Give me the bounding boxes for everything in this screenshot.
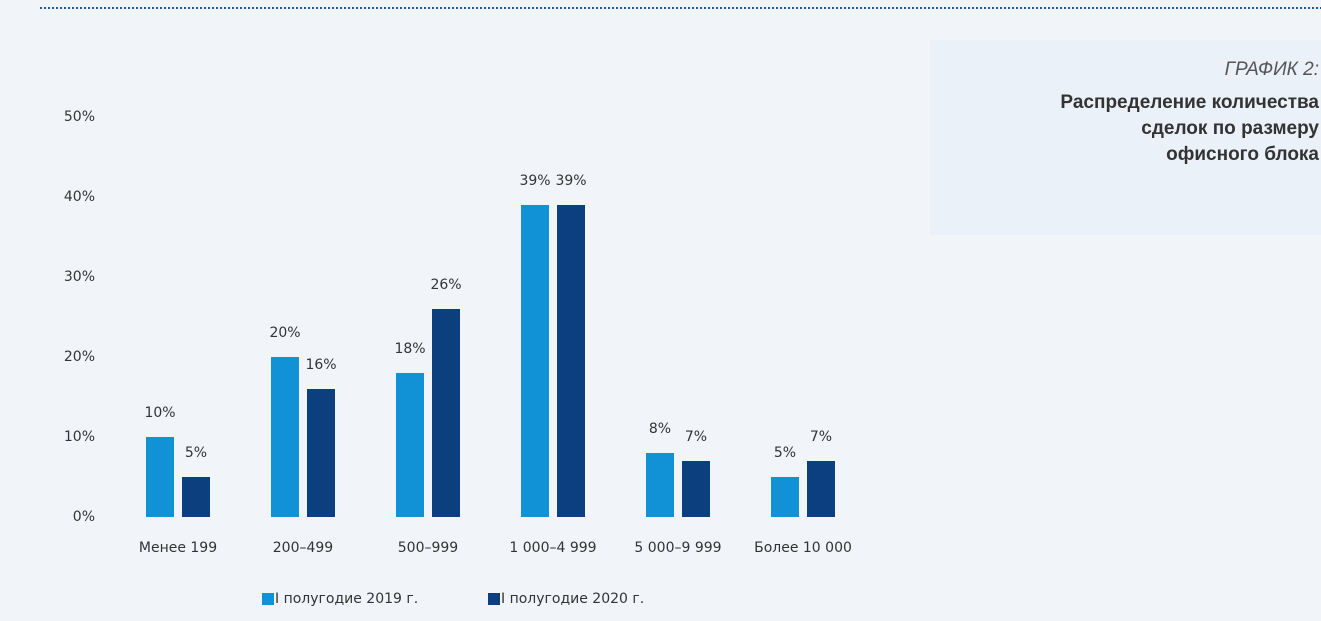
- data-label: 8%: [649, 421, 671, 437]
- bar: [432, 309, 460, 517]
- x-tick-label: Менее 199: [139, 540, 217, 556]
- y-tick-label: 40%: [64, 189, 95, 205]
- data-label: 7%: [685, 429, 707, 445]
- y-tick-label: 0%: [73, 509, 95, 525]
- bar: [646, 453, 674, 517]
- chart-title: сделок по размеру: [1141, 118, 1319, 139]
- y-tick-label: 30%: [64, 269, 95, 285]
- data-label: 16%: [305, 357, 336, 373]
- bar: [307, 389, 335, 517]
- title-panel: [930, 40, 1321, 235]
- bar: [182, 477, 210, 517]
- chart-label: ГРАФИК 2:: [1225, 59, 1319, 80]
- x-tick-label: 500–999: [398, 540, 458, 556]
- data-label: 39%: [555, 173, 586, 189]
- y-tick-label: 20%: [64, 349, 95, 365]
- x-tick-label: Более 10 000: [754, 540, 852, 556]
- data-label: 5%: [185, 445, 207, 461]
- chart-title: офисного блока: [1166, 144, 1319, 165]
- bar: [521, 205, 549, 517]
- data-label: 20%: [269, 325, 300, 341]
- x-tick-label: 5 000–9 999: [634, 540, 721, 556]
- y-tick-label: 10%: [64, 429, 95, 445]
- bar: [771, 477, 799, 517]
- bar: [557, 205, 585, 517]
- x-tick-label: 200–499: [273, 540, 333, 556]
- bar: [682, 461, 710, 517]
- data-label: 26%: [430, 277, 461, 293]
- legend-label: I полугодие 2019 г.: [275, 591, 418, 607]
- x-tick-label: 1 000–4 999: [509, 540, 596, 556]
- legend-label: I полугодие 2020 г.: [501, 591, 644, 607]
- legend-swatch: [488, 593, 500, 605]
- chart-title: Распределение количества: [1060, 92, 1319, 113]
- data-label: 39%: [519, 173, 550, 189]
- bar: [396, 373, 424, 517]
- bar: [271, 357, 299, 517]
- data-label: 5%: [774, 445, 796, 461]
- bar: [807, 461, 835, 517]
- y-tick-label: 50%: [64, 109, 95, 125]
- data-label: 10%: [144, 405, 175, 421]
- data-label: 18%: [394, 341, 425, 357]
- legend-swatch: [262, 593, 274, 605]
- data-label: 7%: [810, 429, 832, 445]
- bar: [146, 437, 174, 517]
